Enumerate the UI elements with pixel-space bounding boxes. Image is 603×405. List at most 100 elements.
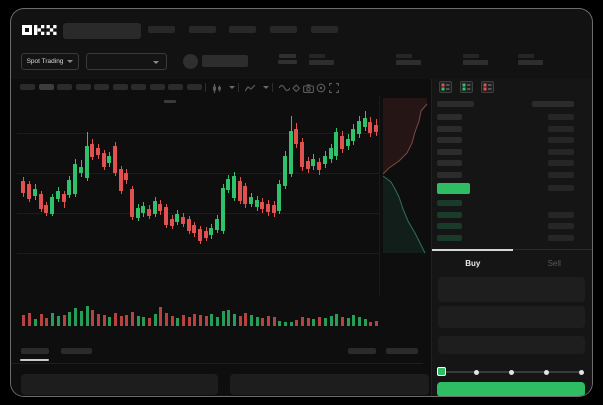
candle bbox=[124, 173, 128, 180]
orders-action[interactable] bbox=[386, 348, 418, 354]
candlestick-chart[interactable] bbox=[17, 96, 429, 336]
volume-bar bbox=[215, 317, 219, 326]
candle bbox=[272, 205, 276, 213]
form-field[interactable] bbox=[438, 306, 585, 328]
volume-bar bbox=[266, 316, 270, 326]
volume-bar bbox=[90, 310, 94, 326]
timeframe-pill[interactable] bbox=[38, 84, 54, 90]
volume-bar bbox=[33, 319, 37, 326]
footer-divider bbox=[11, 363, 423, 364]
candle bbox=[44, 205, 48, 213]
pair-selector-dropdown[interactable] bbox=[86, 53, 167, 70]
timeframe-pill[interactable] bbox=[94, 84, 109, 90]
volume-bar bbox=[226, 310, 230, 326]
expand-icon[interactable] bbox=[328, 82, 340, 94]
okx-trading-window: Spot Trading bbox=[10, 8, 593, 397]
ask-row-price[interactable] bbox=[437, 172, 462, 178]
timeframe-pill[interactable] bbox=[168, 84, 183, 90]
pencil-icon[interactable] bbox=[290, 82, 302, 94]
volume-bar bbox=[368, 322, 372, 326]
ask-row-amount bbox=[548, 172, 574, 178]
search-input[interactable] bbox=[63, 23, 141, 39]
okx-logo bbox=[22, 25, 57, 35]
ask-row-price[interactable] bbox=[437, 160, 462, 166]
buy-submit-button[interactable] bbox=[437, 382, 585, 396]
tab-sell[interactable]: Sell bbox=[547, 258, 561, 268]
top-nav-item[interactable] bbox=[270, 26, 297, 33]
tab-buy[interactable]: Buy bbox=[465, 258, 481, 268]
form-field[interactable] bbox=[438, 277, 585, 302]
volume-bar bbox=[130, 312, 134, 326]
top-nav-item[interactable] bbox=[229, 26, 256, 33]
timeframe-pill[interactable] bbox=[57, 84, 72, 90]
ask-row-price[interactable] bbox=[437, 137, 462, 143]
market-type-dropdown[interactable]: Spot Trading bbox=[21, 53, 79, 70]
camera-icon[interactable] bbox=[302, 82, 314, 94]
indicator-line-icon[interactable] bbox=[244, 82, 256, 94]
slider-dot[interactable] bbox=[543, 369, 549, 375]
volume-bar bbox=[357, 317, 361, 326]
grid-line bbox=[17, 253, 379, 254]
orderbook-bids-icon[interactable] bbox=[460, 81, 473, 93]
slider-dot[interactable] bbox=[473, 369, 479, 375]
top-nav-item[interactable] bbox=[311, 26, 338, 33]
chart-legend-mark bbox=[164, 100, 176, 103]
slider-dot[interactable] bbox=[508, 369, 514, 375]
timeframe-pill[interactable] bbox=[149, 84, 165, 90]
timeframe-pill[interactable] bbox=[131, 84, 146, 90]
ask-row-price[interactable] bbox=[437, 114, 462, 120]
orders-tab[interactable] bbox=[21, 348, 49, 354]
orderbook-asks-icon[interactable] bbox=[481, 81, 494, 93]
chevron-down-icon[interactable] bbox=[229, 86, 235, 89]
orders-tab[interactable] bbox=[61, 348, 92, 354]
timeframe-pill[interactable] bbox=[20, 84, 35, 90]
volume-bar bbox=[136, 316, 140, 326]
last-price-highlight[interactable] bbox=[437, 183, 470, 194]
candle bbox=[255, 200, 259, 207]
volume-bar bbox=[340, 317, 344, 326]
candle bbox=[136, 208, 140, 218]
timeframe-pill[interactable] bbox=[75, 84, 91, 90]
candle bbox=[187, 219, 191, 231]
form-field[interactable] bbox=[438, 336, 585, 354]
bid-row-price[interactable] bbox=[437, 223, 462, 229]
top-nav-item[interactable] bbox=[189, 26, 216, 33]
candle bbox=[67, 180, 71, 195]
bid-row-amount bbox=[548, 223, 574, 229]
ask-row-price[interactable] bbox=[437, 149, 462, 155]
orderbook-header-bar bbox=[437, 101, 474, 107]
indicator-candle-icon[interactable] bbox=[211, 82, 223, 94]
gear-icon[interactable] bbox=[315, 82, 327, 94]
pair-action-button[interactable] bbox=[202, 55, 248, 67]
slider-dot[interactable] bbox=[578, 369, 584, 375]
candle bbox=[153, 201, 157, 214]
timeframe-pill[interactable] bbox=[112, 84, 128, 90]
candle bbox=[79, 167, 83, 173]
candle bbox=[62, 194, 66, 202]
bid-row-price[interactable] bbox=[437, 200, 462, 206]
top-nav-item[interactable] bbox=[148, 26, 175, 33]
stat-value bbox=[463, 60, 488, 65]
orderbook-combined-icon[interactable] bbox=[439, 81, 452, 93]
chevron-down-icon[interactable] bbox=[263, 86, 269, 89]
orders-action[interactable] bbox=[348, 348, 376, 354]
slider-handle[interactable] bbox=[436, 367, 446, 376]
stat-value bbox=[518, 60, 543, 65]
volume-bar bbox=[113, 313, 117, 326]
bid-row-amount bbox=[548, 235, 574, 241]
wave-icon[interactable] bbox=[278, 82, 290, 94]
candle bbox=[243, 186, 247, 204]
ask-row-price[interactable] bbox=[437, 126, 462, 132]
toolbar-divider bbox=[205, 83, 206, 92]
candle bbox=[102, 153, 106, 167]
volume-bar bbox=[346, 318, 350, 326]
volume-bar bbox=[311, 319, 315, 326]
candle bbox=[283, 156, 287, 186]
bid-row-price[interactable] bbox=[437, 212, 462, 218]
timeframe-pill[interactable] bbox=[186, 84, 202, 90]
volume-bar bbox=[79, 311, 83, 326]
stat-label bbox=[396, 54, 412, 58]
bid-row-price[interactable] bbox=[437, 235, 462, 241]
volume-bar bbox=[209, 314, 213, 326]
